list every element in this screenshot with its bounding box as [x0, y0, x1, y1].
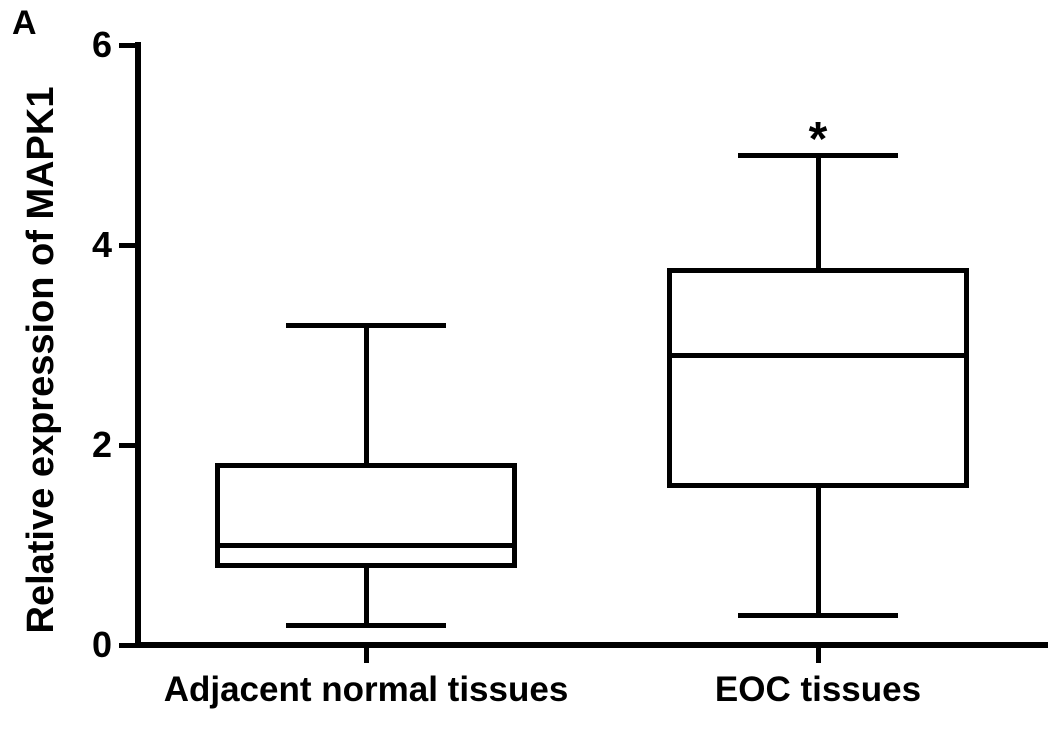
whisker-line-lower: [816, 485, 821, 615]
y-axis-label: Relative expression of MAPK1: [20, 86, 62, 634]
y-tick-label: 4: [91, 224, 112, 265]
whisker-cap-high: [738, 153, 898, 158]
y-tick-label: 2: [91, 424, 112, 465]
whisker-cap-low: [286, 623, 446, 628]
y-axis-line: [135, 42, 141, 648]
box-iqr: [667, 268, 969, 488]
whisker-line-upper: [816, 155, 821, 270]
y-tick-label: 0: [91, 624, 112, 665]
y-tick-label: 6: [91, 24, 112, 65]
y-tick-mark: [119, 643, 135, 648]
whisker-line-upper: [364, 325, 369, 465]
whisker-cap-low: [738, 613, 898, 618]
y-tick-mark: [119, 443, 135, 448]
whisker-cap-high: [286, 323, 446, 328]
x-axis-line: [135, 642, 1048, 648]
median-line: [215, 543, 517, 548]
x-tick-mark: [364, 645, 369, 663]
whisker-line-lower: [364, 565, 369, 625]
median-line: [667, 353, 969, 358]
x-category-label: EOC tissues: [714, 670, 922, 709]
panel-label: A: [12, 4, 37, 42]
x-category-label: Adjacent normal tissues: [163, 670, 569, 709]
y-tick-mark: [119, 43, 135, 48]
box-iqr: [215, 463, 517, 568]
significance-asterisk: *: [808, 113, 828, 166]
y-tick-mark: [119, 243, 135, 248]
x-tick-mark: [816, 645, 821, 663]
